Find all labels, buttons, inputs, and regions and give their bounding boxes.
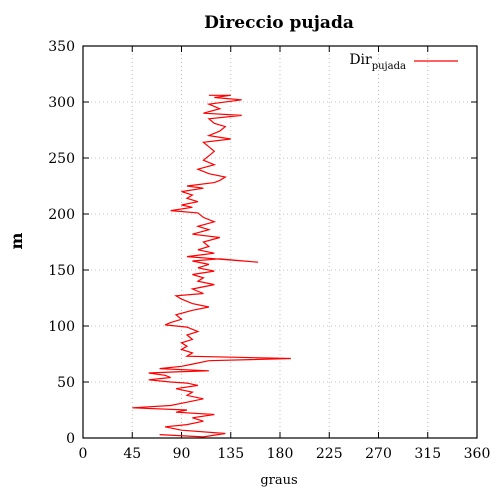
legend-subscript: pujada: [372, 61, 406, 72]
y-tick-label: 200: [48, 207, 75, 223]
chart-title: Direccio pujada: [204, 13, 354, 33]
y-tick-label: 350: [48, 39, 75, 55]
y-tick-label: 100: [48, 319, 75, 335]
legend-name: Dir: [349, 52, 372, 68]
y-tick-label: 150: [48, 263, 75, 279]
x-axis-label: graus: [260, 473, 297, 488]
x-tick-label: 90: [173, 446, 191, 462]
x-tick-label: 360: [464, 446, 491, 462]
series-layer: [132, 94, 291, 438]
y-tick-label: 0: [66, 431, 75, 447]
axis-ticks: 0 45 90 135 180 225 270 315 360 0 50 100 150 200 250 30…: [48, 39, 490, 462]
y-tick-label: 250: [48, 151, 75, 167]
legend: Dirpujada: [349, 52, 458, 72]
x-tick-label: 180: [267, 446, 294, 462]
x-tick-label: 315: [414, 446, 441, 462]
x-tick-label: 225: [316, 446, 343, 462]
x-tick-label: 270: [365, 446, 392, 462]
y-axis-label: m: [7, 232, 26, 249]
y-tick-label: 50: [57, 375, 75, 391]
plot-frame: [82, 45, 478, 439]
legend-label: Dirpujada: [349, 52, 406, 72]
y-tick-label: 300: [48, 95, 75, 111]
grid: [83, 46, 477, 438]
x-tick-label: 0: [79, 446, 88, 462]
series-line-dir: [132, 94, 291, 438]
x-tick-label: 135: [217, 446, 244, 462]
x-tick-label: 45: [123, 446, 141, 462]
